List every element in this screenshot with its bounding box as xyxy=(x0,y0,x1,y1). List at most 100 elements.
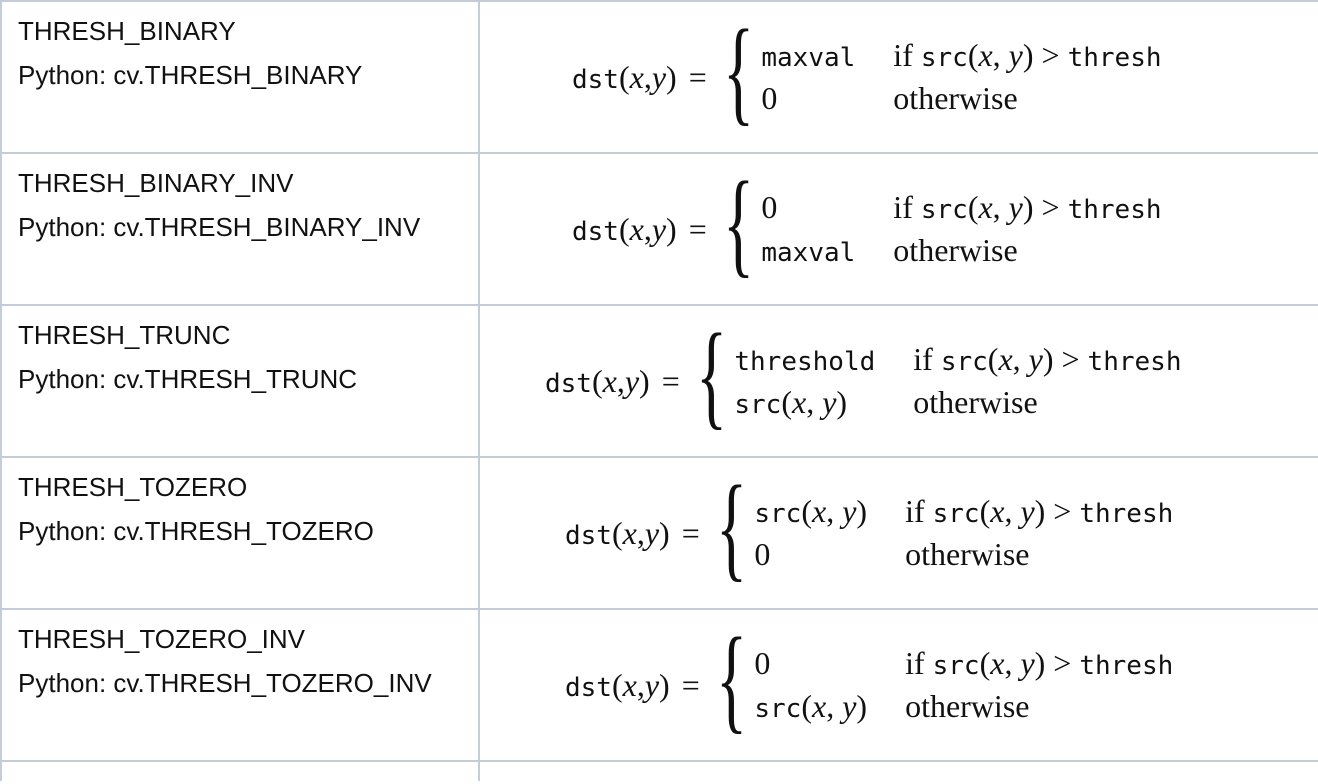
cond-if: if xyxy=(893,37,913,73)
case-2-condition: otherwise xyxy=(913,384,1038,420)
case-2-value: src(x, y) xyxy=(734,384,848,420)
constant-name: THRESH_TOZERO_INV xyxy=(18,624,306,654)
cond-y: y xyxy=(1020,645,1035,681)
case-1-value: maxval xyxy=(761,43,856,73)
lhs-close-paren: ) xyxy=(666,210,677,247)
cond-thresh: thresh xyxy=(1079,651,1174,681)
lhs-open-paren: ( xyxy=(618,210,630,247)
lhs-comma: , xyxy=(643,210,652,247)
left-brace: { xyxy=(715,461,747,592)
case-1-condition: if src(x, y) > thresh xyxy=(905,645,1173,682)
lhs-comma: , xyxy=(636,666,645,703)
lhs-close-paren: ) xyxy=(666,58,677,95)
table-row: THRESH_TOZERO_INV Python: cv.THRESH_TOZE… xyxy=(0,608,1318,762)
formula: dst(x, y) = { src(x, y) if src(x, y) > t… xyxy=(565,458,1173,608)
cond-comma: , xyxy=(1004,645,1021,681)
cond-open-paren: ( xyxy=(979,645,991,681)
cond-y: y xyxy=(1008,37,1023,73)
lhs-func: dst xyxy=(545,368,592,399)
cases: 0 if src(x, y) > thresh src(x, y) otherw… xyxy=(754,645,1173,725)
formula: dst(x, y) = { threshold if src(x, y) > t… xyxy=(545,306,1181,456)
case-1-condition: if src(x, y) > thresh xyxy=(905,493,1173,530)
cond-open-paren: ( xyxy=(979,493,991,529)
cond-if: if xyxy=(905,645,925,681)
lhs-open-paren: ( xyxy=(611,666,623,703)
case-2-condition: otherwise xyxy=(905,688,1030,724)
cond-thresh: thresh xyxy=(1067,195,1162,225)
case-2-value: maxval xyxy=(761,238,856,268)
lhs-comma: , xyxy=(636,514,645,551)
constant-name-cell: THRESH_BINARY Python: cv.THRESH_BINARY xyxy=(0,0,480,154)
formula-lhs: dst(x, y) xyxy=(545,363,650,400)
constant-name: THRESH_BINARY_INV xyxy=(18,168,294,198)
lhs-func: dst xyxy=(572,64,619,95)
lhs-comma: , xyxy=(643,58,652,95)
constant-name: THRESH_BINARY xyxy=(18,16,236,46)
case-2-value: src(x, y) xyxy=(754,688,868,724)
cond-thresh: thresh xyxy=(1067,43,1162,73)
cond-func: src xyxy=(920,195,968,225)
lhs-y: y xyxy=(651,210,667,247)
python-constant: Python: cv.THRESH_BINARY xyxy=(18,60,363,90)
case-2-condition: otherwise xyxy=(893,232,1018,268)
lhs-func: dst xyxy=(565,672,612,703)
equals-sign: = xyxy=(688,58,707,95)
cond-comma: , xyxy=(992,189,1009,225)
cond-func: src xyxy=(932,499,980,529)
left-brace: { xyxy=(722,5,754,136)
left-brace: { xyxy=(715,613,747,744)
cond-x: x xyxy=(998,341,1013,377)
case-1-condition: if src(x, y) > thresh xyxy=(893,37,1161,74)
cond-func: src xyxy=(940,347,988,377)
cond-if: if xyxy=(893,189,913,225)
formula-cell: dst(x, y) = { threshold if src(x, y) > t… xyxy=(478,304,1318,458)
lhs-y: y xyxy=(644,666,660,703)
cond-gt: > xyxy=(1041,37,1060,73)
lhs-x: x xyxy=(622,666,637,703)
case-1-value: 0 xyxy=(754,645,771,681)
python-constant: Python: cv.THRESH_BINARY_INV xyxy=(18,212,421,242)
cases: threshold if src(x, y) > thresh src(x, y… xyxy=(734,341,1181,421)
cond-close-paren: ) xyxy=(1022,189,1034,225)
cond-x: x xyxy=(978,189,993,225)
lhs-close-paren: ) xyxy=(659,514,670,551)
cases: maxval if src(x, y) > thresh 0 otherwise xyxy=(761,37,1161,117)
equals-sign: = xyxy=(681,514,700,551)
cases: src(x, y) if src(x, y) > thresh 0 otherw… xyxy=(754,493,1173,573)
cond-close-paren: ) xyxy=(1034,645,1046,681)
case-1-condition: if src(x, y) > thresh xyxy=(913,341,1181,378)
lhs-comma: , xyxy=(616,362,625,399)
cond-comma: , xyxy=(1012,341,1029,377)
formula-cell: dst(x, y) = { 0 if src(x, y) > thresh sr… xyxy=(478,608,1318,762)
cond-func: src xyxy=(920,43,968,73)
formula-cell: dst(x, y) = { src(x, y) if src(x, y) > t… xyxy=(478,456,1318,610)
equals-sign: = xyxy=(688,210,707,247)
formula: dst(x, y) = { 0 if src(x, y) > thresh ma… xyxy=(572,154,1162,304)
lhs-open-paren: ( xyxy=(611,514,623,551)
cond-if: if xyxy=(913,341,933,377)
constant-name: THRESH_TOZERO xyxy=(18,472,248,502)
cond-gt: > xyxy=(1061,341,1080,377)
case-2-condition: otherwise xyxy=(893,80,1018,116)
formula-cell: dst(x, y) = { 0 if src(x, y) > thresh ma… xyxy=(478,152,1318,306)
equals-sign: = xyxy=(661,362,680,399)
lhs-open-paren: ( xyxy=(591,362,603,399)
formula: dst(x, y) = { 0 if src(x, y) > thresh sr… xyxy=(565,610,1173,760)
python-constant: Python: cv.THRESH_TOZERO xyxy=(18,516,374,546)
lhs-x: x xyxy=(629,210,644,247)
table-row-partial xyxy=(0,760,1318,781)
table-row: THRESH_TOZERO Python: cv.THRESH_TOZERO d… xyxy=(0,456,1318,610)
lhs-x: x xyxy=(622,514,637,551)
cond-close-paren: ) xyxy=(1034,493,1046,529)
lhs-close-paren: ) xyxy=(659,666,670,703)
lhs-close-paren: ) xyxy=(639,362,650,399)
cond-x: x xyxy=(978,37,993,73)
case-1-condition: if src(x, y) > thresh xyxy=(893,189,1161,226)
formula: dst(x, y) = { maxval if src(x, y) > thre… xyxy=(572,2,1162,152)
lhs-func: dst xyxy=(572,216,619,247)
formula-cell: dst(x, y) = { maxval if src(x, y) > thre… xyxy=(478,0,1318,154)
constant-name-cell: THRESH_TOZERO Python: cv.THRESH_TOZERO xyxy=(0,456,480,610)
table-row: THRESH_BINARY Python: cv.THRESH_BINARY d… xyxy=(0,0,1318,154)
lhs-func: dst xyxy=(565,520,612,551)
